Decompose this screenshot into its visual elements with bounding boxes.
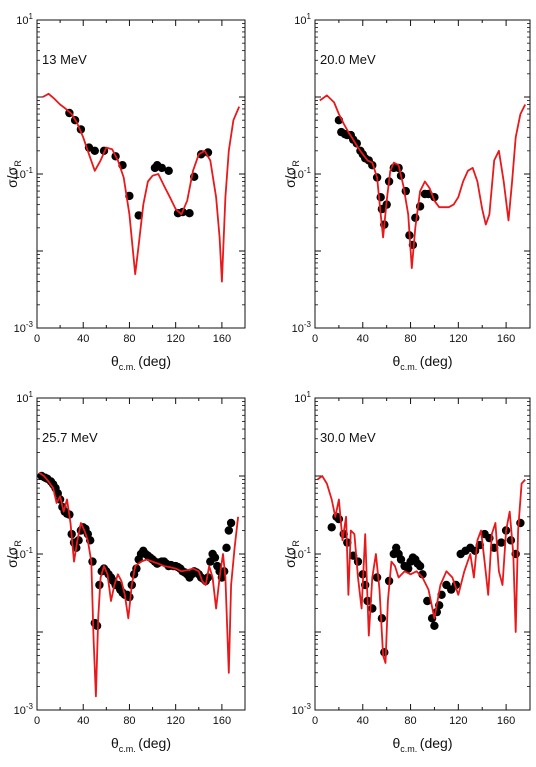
plot-panel-4: 0 40 80 120 160 101 10-1 10-3 30.0 MeV θc.m. (deg… xyxy=(282,390,531,754)
x-tick-label: 40 xyxy=(357,333,369,345)
y-tick-label: 10-1 xyxy=(292,166,312,181)
data-point xyxy=(90,146,100,155)
data-point xyxy=(134,211,143,220)
y-tick-label: 101 xyxy=(294,12,311,27)
plot-panel-1: 0 40 80 120 160 101 10-1 10-3 13 MeV θc.m. (deg) σ… xyxy=(4,12,246,372)
x-tick-label: 40 xyxy=(77,715,89,727)
data-point xyxy=(224,526,233,535)
data-point xyxy=(88,557,97,566)
data-point xyxy=(423,596,432,606)
x-tick-label: 160 xyxy=(213,333,231,345)
data-point xyxy=(210,553,220,562)
model-curve xyxy=(38,472,239,698)
data-point xyxy=(185,209,194,218)
data-point xyxy=(222,543,231,552)
data-point xyxy=(157,163,166,173)
data-point xyxy=(411,213,420,222)
y-tick-label: 10-1 xyxy=(292,546,312,561)
data-point xyxy=(506,536,516,545)
y-axis-title: σ/σR xyxy=(282,540,301,568)
data-point xyxy=(164,166,173,175)
data-point xyxy=(226,518,236,528)
x-tick-label: 160 xyxy=(497,715,515,727)
data-point xyxy=(380,648,389,657)
y-tick-label: 10-3 xyxy=(292,320,312,335)
x-tick-label: 80 xyxy=(123,333,135,345)
x-tick-label: 0 xyxy=(34,715,40,727)
y-tick-label: 10-3 xyxy=(292,702,312,717)
energy-label: 13 MeV xyxy=(42,52,87,67)
x-tick-label: 40 xyxy=(357,715,369,727)
energy-label: 20.0 MeV xyxy=(320,52,376,67)
data-point xyxy=(401,186,410,196)
x-axis-title: θc.m. (deg) xyxy=(393,353,453,372)
model-curve xyxy=(316,475,526,664)
data-point xyxy=(404,564,413,573)
y-tick-label: 101 xyxy=(16,12,33,27)
x-tick-label: 0 xyxy=(312,715,318,727)
x-tick-label: 0 xyxy=(312,333,318,345)
y-axis-title: σ/σR xyxy=(4,160,23,188)
data-point xyxy=(430,621,439,630)
x-tick-label: 0 xyxy=(34,333,40,345)
data-point xyxy=(353,557,363,566)
model-curve xyxy=(319,94,527,269)
x-tick-label: 80 xyxy=(404,333,416,345)
plot-panel-3: 0 40 80 120 160 101 10-1 10-3 25.7 MeV θc.m. (deg… xyxy=(4,390,246,754)
x-tick-label: 40 xyxy=(77,333,89,345)
data-point xyxy=(327,523,336,532)
y-axis-title: σ/σR xyxy=(4,540,23,568)
x-tick-label: 80 xyxy=(404,715,416,727)
y-tick-label: 101 xyxy=(16,390,33,405)
x-tick-label: 120 xyxy=(166,715,184,727)
data-point xyxy=(376,193,385,202)
y-tick-label: 10-3 xyxy=(14,320,34,335)
energy-label: 30.0 MeV xyxy=(320,430,376,445)
y-tick-label: 10-1 xyxy=(14,546,34,561)
y-tick-label: 10-3 xyxy=(14,702,34,717)
x-tick-label: 120 xyxy=(449,333,467,345)
x-axis-title: θc.m. (deg) xyxy=(393,735,453,754)
data-point xyxy=(415,561,425,571)
x-tick-label: 160 xyxy=(497,333,515,345)
x-axis-title: θc.m. (deg) xyxy=(111,735,171,754)
data-point xyxy=(497,538,506,547)
model-curve xyxy=(42,92,241,283)
x-tick-label: 160 xyxy=(213,715,231,727)
x-tick-label: 120 xyxy=(166,333,184,345)
y-tick-label: 10-1 xyxy=(14,166,34,181)
x-tick-label: 120 xyxy=(449,715,467,727)
data-point xyxy=(516,518,525,528)
energy-label: 25.7 MeV xyxy=(42,430,98,445)
plot-panel-2: 0 40 80 120 160 101 10-1 10-3 20.0 MeV θc.m. (deg… xyxy=(282,12,531,372)
y-tick-label: 101 xyxy=(294,390,311,405)
x-axis-title: θc.m. (deg) xyxy=(111,353,171,372)
y-axis-title: σ/σR xyxy=(282,160,301,188)
data-point xyxy=(396,555,406,564)
x-tick-label: 80 xyxy=(123,715,135,727)
